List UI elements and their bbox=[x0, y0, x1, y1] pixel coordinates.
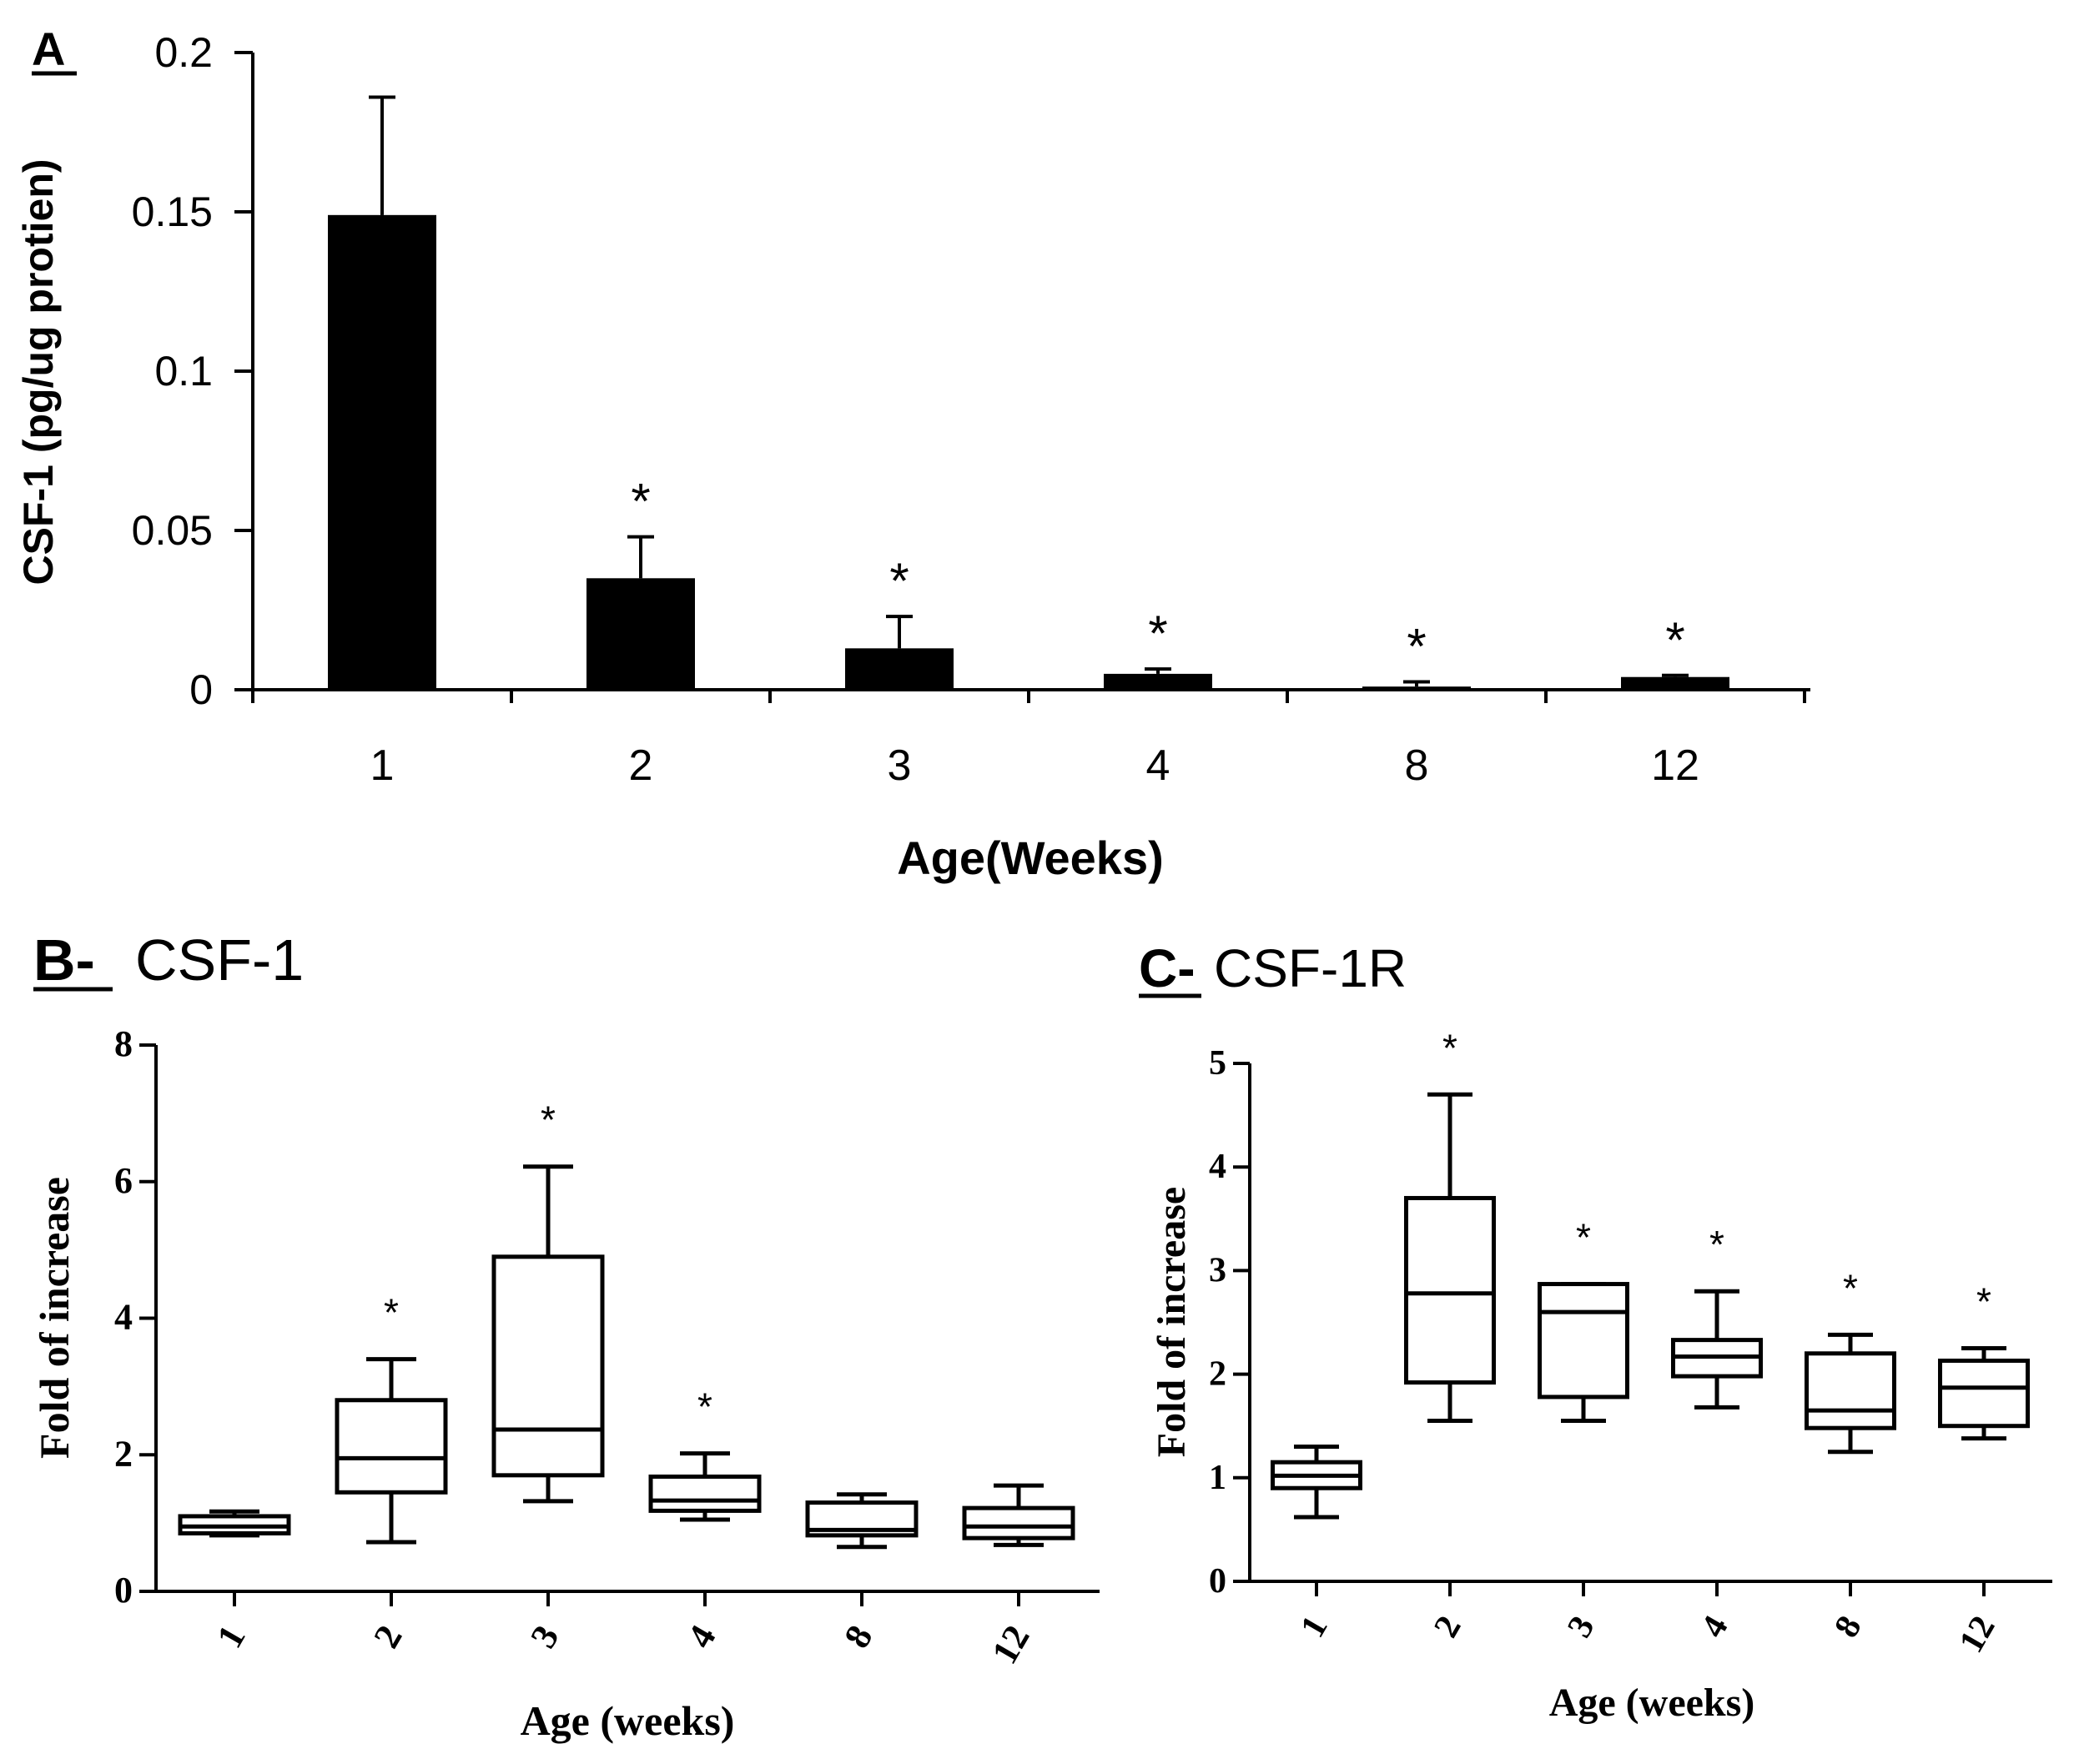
y-tick-label: 3 bbox=[1209, 1251, 1226, 1289]
y-axis-label: Fold of increase bbox=[31, 1177, 78, 1459]
x-tick-label: 4 bbox=[1694, 1610, 1735, 1644]
x-tick-label: 12 bbox=[984, 1619, 1037, 1671]
x-tick-label: 1 bbox=[370, 741, 395, 790]
x-tick-label: 1 bbox=[1293, 1610, 1335, 1644]
y-tick-label: 0.1 bbox=[154, 348, 213, 395]
bar bbox=[1362, 686, 1471, 690]
y-tick-label: 2 bbox=[114, 1433, 133, 1474]
x-tick-label: 2 bbox=[1427, 1610, 1468, 1644]
y-tick-label: 8 bbox=[114, 1023, 133, 1064]
bar bbox=[1621, 676, 1729, 690]
y-tick-label: 0 bbox=[189, 666, 213, 713]
x-axis-label: Age (weeks) bbox=[1549, 1681, 1755, 1725]
significance-marker: * bbox=[1576, 1216, 1591, 1259]
x-tick-label: 4 bbox=[1146, 741, 1170, 790]
significance-marker: * bbox=[631, 474, 650, 530]
y-tick-label: 0.15 bbox=[132, 188, 213, 235]
significance-marker: * bbox=[697, 1385, 712, 1429]
x-tick-label: 3 bbox=[522, 1619, 566, 1656]
significance-marker: * bbox=[1407, 618, 1426, 674]
x-tick-label: 8 bbox=[836, 1619, 880, 1656]
y-tick-label: 0 bbox=[114, 1570, 133, 1611]
x-axis-label: Age(Weeks) bbox=[897, 832, 1164, 884]
significance-marker: * bbox=[889, 553, 909, 609]
panel-a-letter: A bbox=[32, 23, 65, 75]
significance-marker: * bbox=[1148, 606, 1167, 661]
panel-c-letter: C- bbox=[1139, 938, 1196, 998]
y-tick-label: 0 bbox=[1209, 1562, 1226, 1601]
significance-marker: * bbox=[541, 1098, 556, 1142]
y-tick-label: 4 bbox=[1209, 1148, 1226, 1186]
panel-b-name: CSF-1 bbox=[135, 927, 304, 993]
box bbox=[962, 1505, 1075, 1540]
x-tick-label: 3 bbox=[888, 741, 912, 790]
y-axis-label: CSF-1 (pg/ug protien) bbox=[15, 158, 62, 585]
box bbox=[648, 1474, 762, 1513]
significance-marker: * bbox=[1665, 612, 1684, 668]
significance-marker: * bbox=[1442, 1026, 1457, 1069]
box bbox=[1538, 1282, 1629, 1400]
box bbox=[1805, 1351, 1896, 1430]
x-tick-label: 8 bbox=[1405, 741, 1429, 790]
x-axis-label: Age (weeks) bbox=[521, 1697, 735, 1744]
box bbox=[335, 1398, 448, 1495]
x-tick-label: 3 bbox=[1560, 1610, 1602, 1644]
box bbox=[491, 1254, 605, 1478]
box bbox=[1404, 1195, 1496, 1385]
x-tick-label: 4 bbox=[679, 1619, 723, 1656]
y-tick-label: 4 bbox=[114, 1297, 133, 1338]
y-tick-label: 5 bbox=[1209, 1044, 1226, 1083]
y-axis-label: Fold of increase bbox=[1150, 1187, 1194, 1457]
panel-c-name: CSF-1R bbox=[1214, 938, 1407, 998]
x-tick-label: 1 bbox=[209, 1619, 253, 1656]
x-tick-label: 2 bbox=[629, 741, 653, 790]
significance-marker: * bbox=[1976, 1280, 1991, 1324]
x-tick-label: 8 bbox=[1827, 1610, 1869, 1644]
x-tick-label: 2 bbox=[365, 1619, 410, 1656]
chart-a: 00.050.10.150.21 2 3 4 8 12*** * *Age(Weeks)CSF… bbox=[15, 29, 1810, 884]
y-tick-label: 1 bbox=[1209, 1459, 1226, 1497]
bar bbox=[328, 214, 436, 690]
significance-marker: * bbox=[1709, 1223, 1724, 1266]
x-tick-label: 12 bbox=[1952, 1610, 2003, 1659]
y-tick-label: 6 bbox=[114, 1160, 133, 1201]
panel-b-letter: B- bbox=[33, 927, 95, 993]
significance-marker: * bbox=[384, 1291, 399, 1334]
bar bbox=[586, 578, 695, 690]
bar bbox=[1104, 673, 1212, 690]
y-tick-label: 0.2 bbox=[154, 29, 213, 76]
y-tick-label: 2 bbox=[1209, 1355, 1226, 1394]
box bbox=[1938, 1358, 2030, 1429]
y-tick-label: 0.05 bbox=[132, 507, 213, 554]
significance-marker: * bbox=[1843, 1266, 1858, 1309]
x-tick-label: 12 bbox=[1651, 741, 1699, 790]
bar bbox=[845, 648, 954, 690]
